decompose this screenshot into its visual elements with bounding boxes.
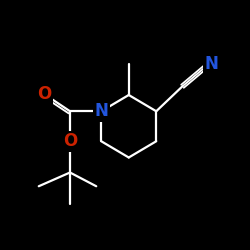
Text: N: N <box>204 55 218 73</box>
Text: O: O <box>63 132 77 150</box>
Text: N: N <box>94 102 108 120</box>
Text: O: O <box>36 85 51 103</box>
